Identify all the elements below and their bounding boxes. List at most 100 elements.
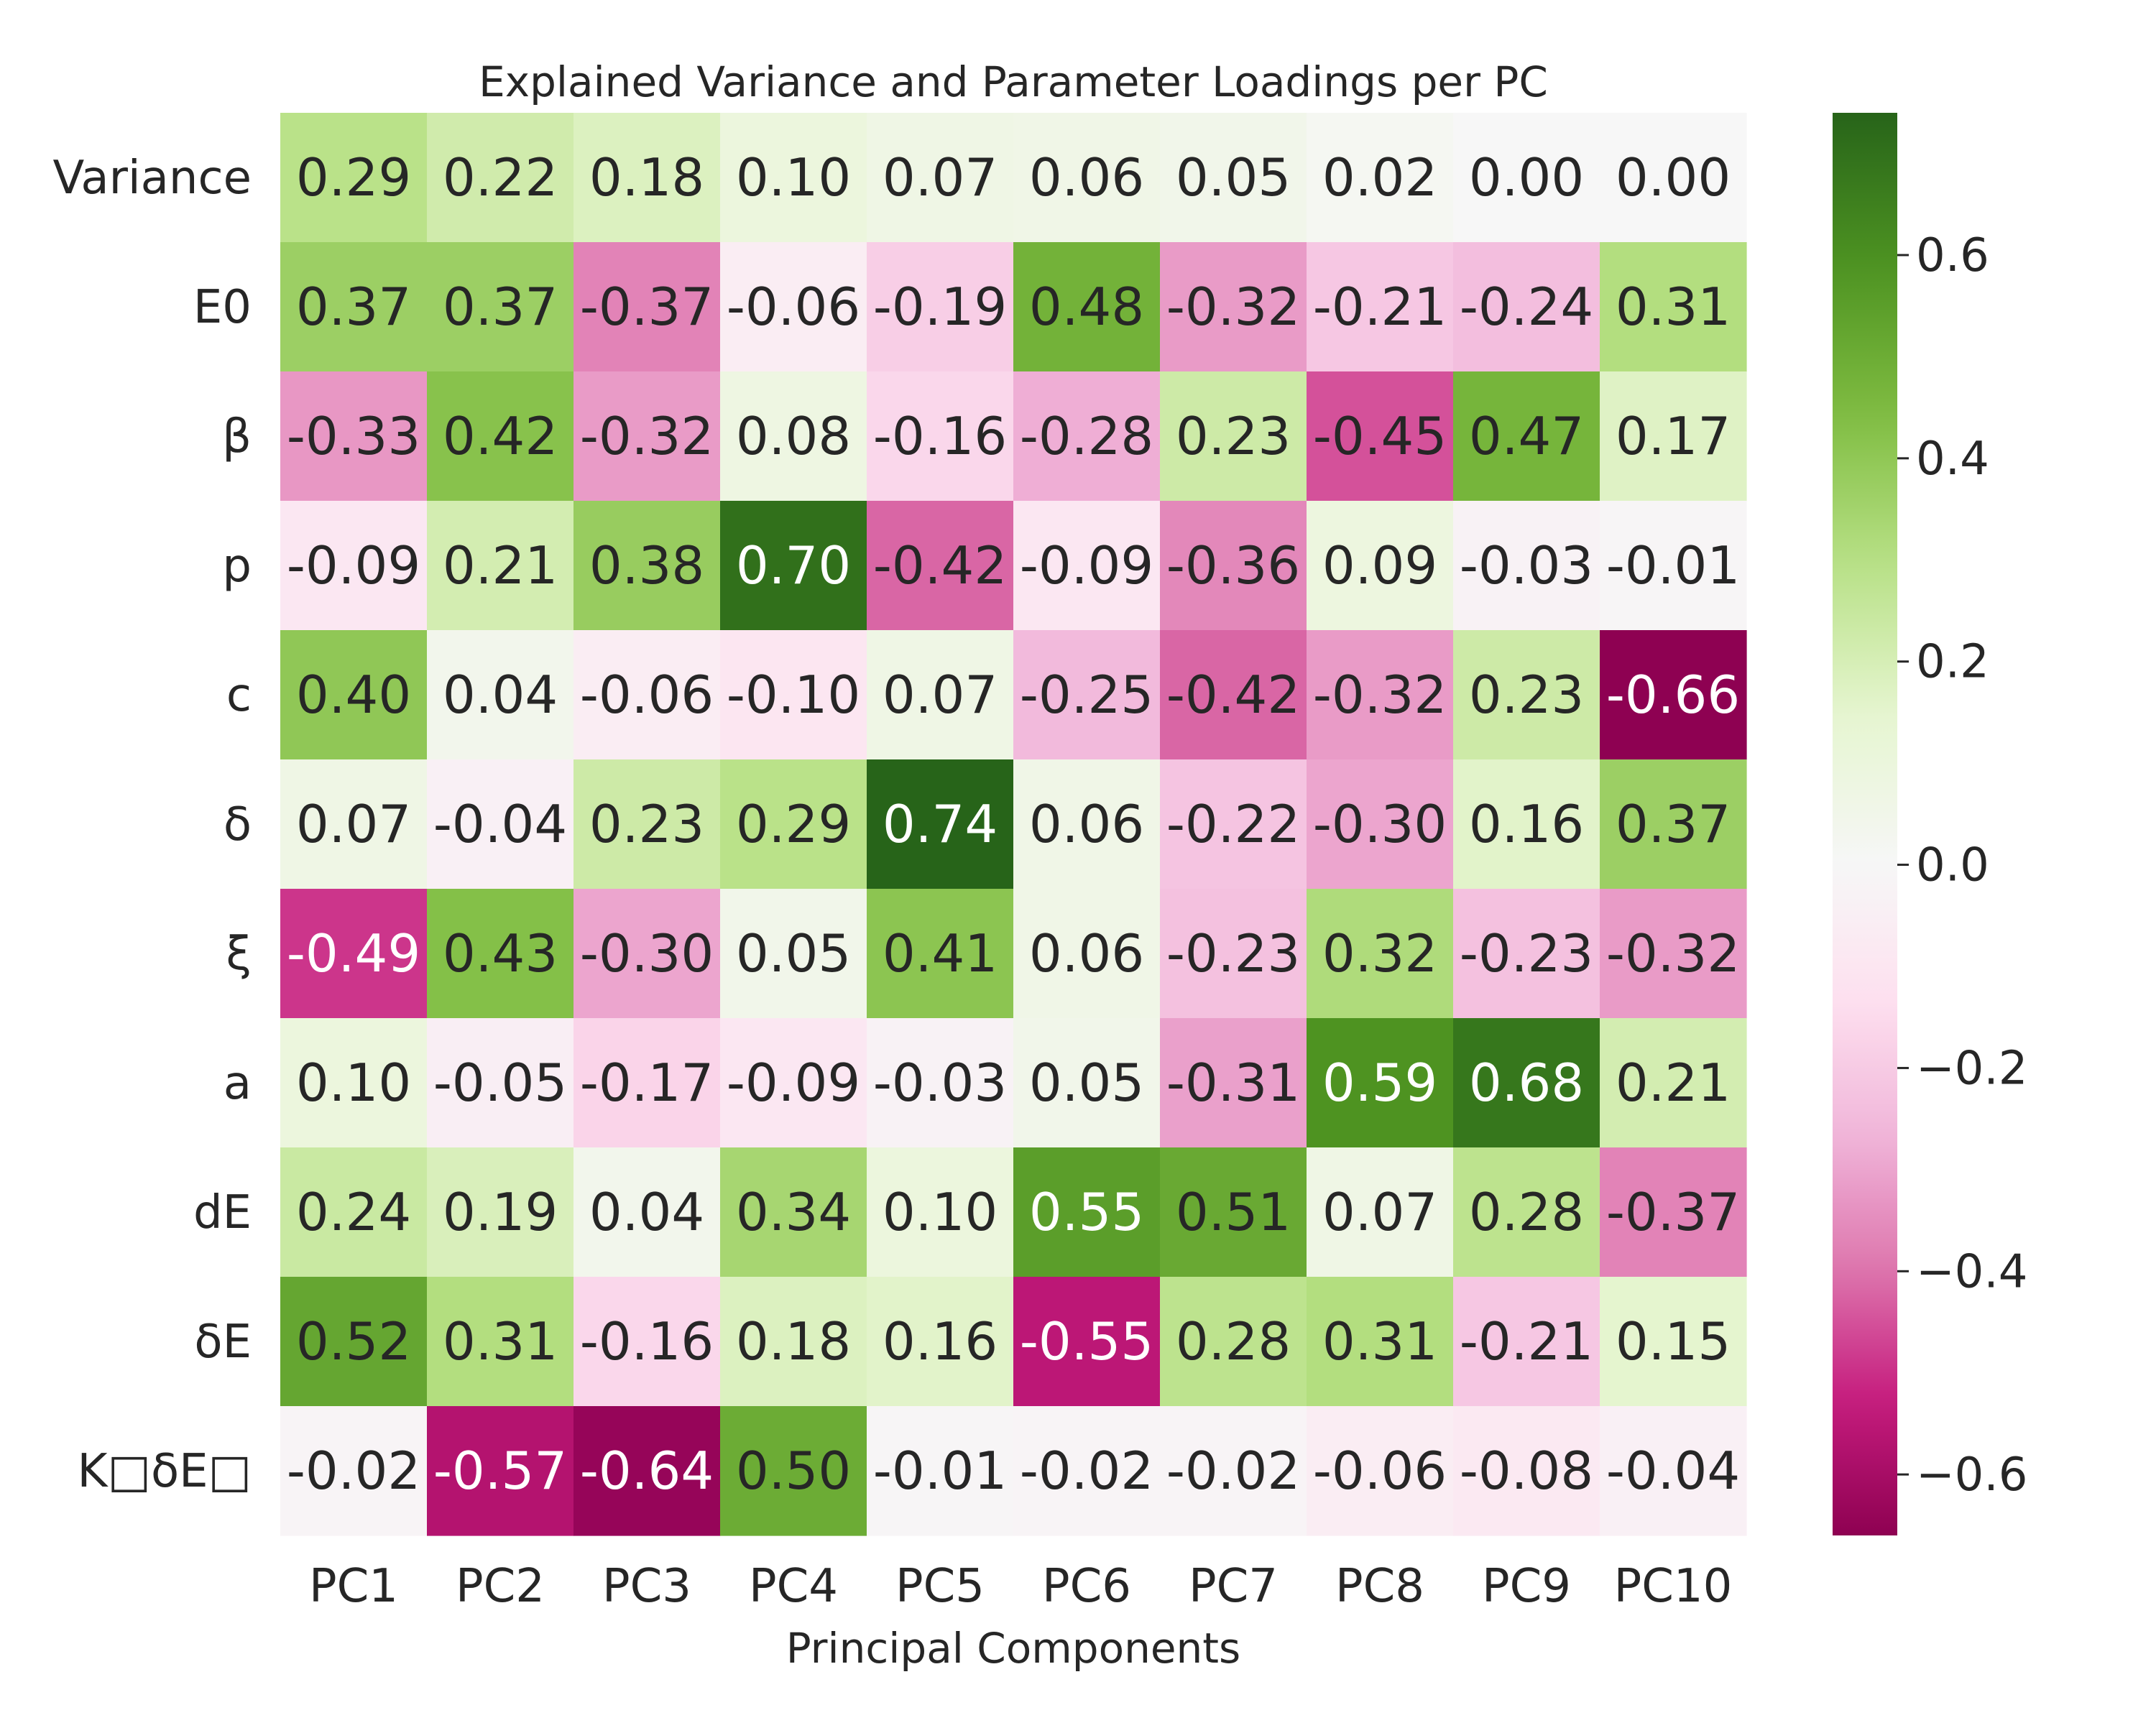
cell-value-label: -0.57 (433, 1441, 567, 1501)
heatmap-cell (1013, 501, 1161, 631)
heatmap-cell (1453, 501, 1600, 631)
cell-value-label: -0.36 (1166, 535, 1300, 596)
cell-value-label: -0.42 (873, 535, 1007, 596)
heatmap-cell (427, 1147, 574, 1277)
heatmap-cell (867, 501, 1014, 631)
heatmap-cell (427, 371, 574, 502)
cell-value-label: 0.06 (1029, 794, 1144, 854)
heatmap-cell (720, 1018, 867, 1148)
heatmap-cell (720, 889, 867, 1019)
cell-value-label: 0.34 (736, 1182, 851, 1242)
cell-value-label: -0.30 (580, 923, 714, 984)
heatmap-cell (280, 889, 428, 1019)
cell-value-label: -0.04 (433, 794, 567, 854)
column-tick-label: PC8 (1335, 1560, 1424, 1613)
heatmap-cell (573, 1018, 721, 1148)
heatmap-cell (720, 371, 867, 502)
cell-value-label: -0.02 (1166, 1441, 1300, 1501)
cell-value-label: -0.32 (580, 406, 714, 466)
cell-value-label: 0.31 (1322, 1311, 1437, 1372)
cell-value-label: 0.18 (589, 147, 704, 208)
heatmap-cell (1600, 889, 1747, 1019)
heatmap-cell (1160, 371, 1307, 502)
cell-value-label: -0.22 (1166, 794, 1300, 854)
cell-value-label: 0.50 (736, 1441, 851, 1501)
cell-value-label: 0.18 (736, 1311, 851, 1372)
heatmap-cell (280, 1018, 428, 1148)
row-tick-label: ξ (226, 928, 252, 981)
column-tick-label: PC5 (895, 1560, 985, 1613)
colorbar-tick-label: 0.4 (1916, 433, 1989, 486)
cell-value-label: 0.37 (1616, 794, 1731, 854)
cell-value-label: -0.06 (1313, 1441, 1447, 1501)
column-tick-label: PC3 (602, 1560, 691, 1613)
cell-value-label: -0.02 (1020, 1441, 1153, 1501)
row-labels: Variance E0 β p c δ ξ a dE δE K□δE□ (53, 152, 252, 1498)
cell-value-label: 0.47 (1469, 406, 1584, 466)
cell-value-label: 0.02 (1322, 147, 1437, 208)
cell-value-label: 0.07 (883, 665, 998, 725)
cell-value-label: 0.37 (443, 277, 558, 337)
heatmap-cell (720, 501, 867, 631)
heatmap-cell (1453, 242, 1600, 372)
cell-value-label: 0.17 (1616, 406, 1731, 466)
heatmap-cell (1600, 1406, 1747, 1536)
heatmap-cell (720, 1147, 867, 1277)
heatmap-cell (867, 1277, 1014, 1407)
heatmap-cell (1160, 1018, 1307, 1148)
chart-title: Explained Variance and Parameter Loading… (479, 57, 1548, 106)
cell-value-label: 0.06 (1029, 923, 1144, 984)
heatmap-cell (280, 630, 428, 760)
row-tick-label: a (224, 1057, 252, 1110)
cell-value-label: 0.28 (1176, 1311, 1291, 1372)
column-tick-label: PC9 (1482, 1560, 1571, 1613)
row-tick-label: β (222, 410, 252, 463)
heatmap-cell (573, 759, 721, 890)
cell-value-label: -0.06 (580, 665, 714, 725)
colorbar-tick-label: 0.6 (1916, 229, 1989, 282)
heatmap-cell (1013, 371, 1161, 502)
cell-value-label: 0.21 (443, 535, 558, 596)
heatmap-cell (1453, 1018, 1600, 1148)
heatmap-cell (720, 1277, 867, 1407)
heatmap-cell (1600, 1018, 1747, 1148)
cell-value-label: 0.24 (296, 1182, 411, 1242)
heatmap-cell (720, 1406, 867, 1536)
cell-value-label: -0.06 (727, 277, 860, 337)
cell-value-label: -0.08 (1460, 1441, 1593, 1501)
cell-value-label: -0.03 (873, 1053, 1007, 1113)
heatmap-cell (867, 242, 1014, 372)
heatmap-cell (427, 1277, 574, 1407)
heatmap-cell (1307, 371, 1454, 502)
heatmap-cell (1600, 113, 1747, 243)
cell-value-label: -0.25 (1020, 665, 1153, 725)
heatmap-cell (1013, 242, 1161, 372)
heatmap-cell (1600, 759, 1747, 890)
cell-value-label: 0.43 (443, 923, 558, 984)
cell-value-label: 0.28 (1469, 1182, 1584, 1242)
heatmap-cell (280, 1277, 428, 1407)
column-tick-label: PC7 (1189, 1560, 1278, 1613)
cell-value-label: -0.32 (1606, 923, 1740, 984)
cell-value-label: -0.28 (1020, 406, 1153, 466)
cell-value-label: -0.17 (580, 1053, 714, 1113)
heatmap-cell (1307, 759, 1454, 890)
heatmap-cell (427, 501, 574, 631)
cell-value-label: 0.31 (443, 1311, 558, 1372)
heatmap-cell (427, 630, 574, 760)
heatmap-cell (867, 1018, 1014, 1148)
cell-value-label: 0.21 (1616, 1053, 1731, 1113)
cell-value-label: -0.32 (1166, 277, 1300, 337)
cell-value-label: 0.07 (883, 147, 998, 208)
cell-value-label: -0.02 (287, 1441, 420, 1501)
cell-value-label: 0.70 (736, 535, 851, 596)
cell-value-label: -0.30 (1313, 794, 1447, 854)
column-tick-label: PC2 (456, 1560, 545, 1613)
heatmap-cell (720, 242, 867, 372)
cell-value-label: -0.16 (873, 406, 1007, 466)
cell-value-label: -0.23 (1460, 923, 1593, 984)
cell-value-label: 0.04 (589, 1182, 704, 1242)
heatmap-cell (1160, 113, 1307, 243)
